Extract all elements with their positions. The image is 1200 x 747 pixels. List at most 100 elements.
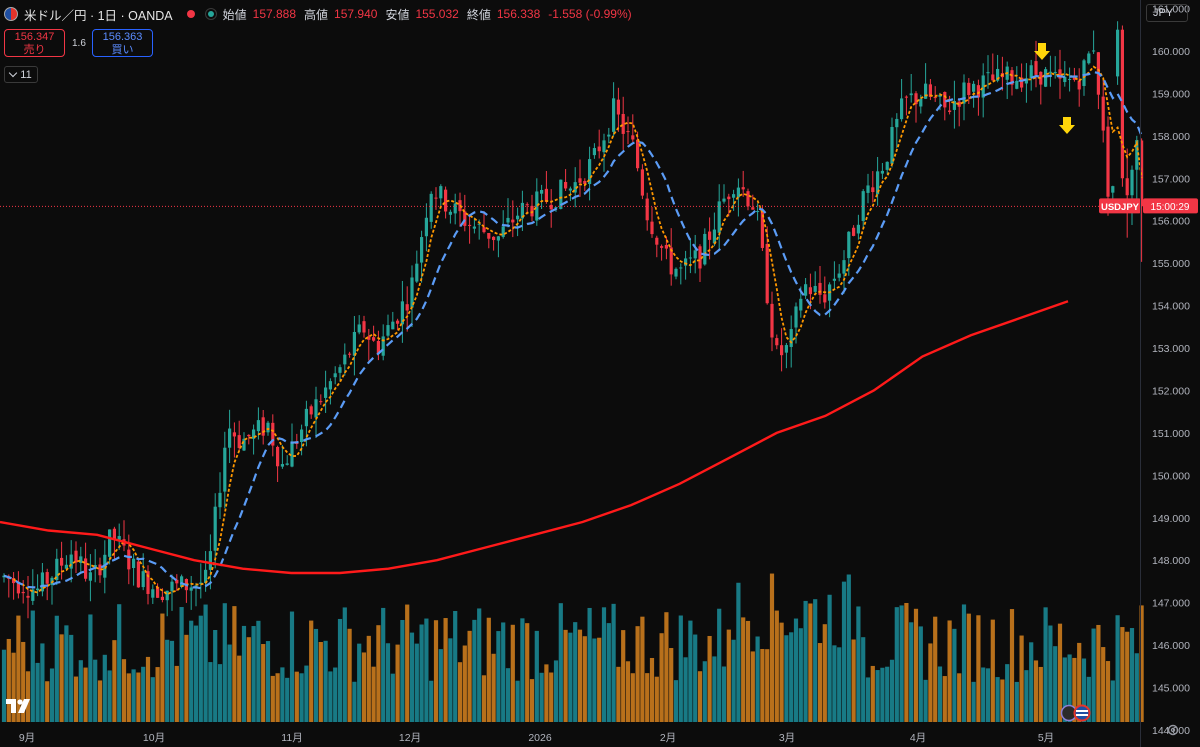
volume-bar <box>400 620 405 722</box>
volume-bar <box>448 638 453 722</box>
volume-bar <box>155 667 160 722</box>
volume-bar <box>501 622 506 722</box>
volume-bar <box>107 670 112 722</box>
gear-icon[interactable] <box>1166 723 1180 737</box>
volume-bar <box>208 662 213 722</box>
volume-bar <box>1096 624 1101 722</box>
buy-button[interactable]: 156.363 買い <box>92 29 153 57</box>
volume-bar <box>203 604 208 722</box>
y-tick-label: 157.000 <box>1152 173 1190 185</box>
y-tick-label: 158.000 <box>1152 131 1190 143</box>
candle-body <box>348 353 352 355</box>
candle-body <box>199 582 203 585</box>
candle-body <box>588 159 592 185</box>
candle-body <box>520 202 524 219</box>
volume-bar <box>616 666 621 722</box>
volume-bar <box>621 630 626 722</box>
candle-body <box>276 446 280 467</box>
volume-bar <box>923 679 928 722</box>
volume-bar <box>990 619 995 722</box>
candle-body <box>362 321 366 333</box>
symbol-title[interactable]: 米ドル／円 · 1日 · OANDA <box>24 8 173 23</box>
candle-body <box>688 257 692 259</box>
candle-body <box>708 231 712 240</box>
volume-bar <box>587 607 592 722</box>
currency-select[interactable]: JPY <box>1146 4 1188 22</box>
volume-bar <box>808 603 813 722</box>
candle-body <box>12 578 16 584</box>
volume-bar <box>904 602 909 722</box>
volume-bar <box>928 643 933 722</box>
volume-bar <box>246 637 251 722</box>
volume-bar <box>534 630 539 722</box>
volume-bar <box>313 628 319 722</box>
candle-body <box>525 204 529 206</box>
x-tick-label: 11月 <box>281 732 302 744</box>
tradingview-logo-icon[interactable] <box>6 697 36 715</box>
candle-body <box>684 258 688 266</box>
candle-body <box>367 336 371 340</box>
volume-bar <box>678 615 683 722</box>
volume-bar <box>1134 653 1139 722</box>
candle-body <box>213 506 217 551</box>
volume-bar <box>299 673 304 722</box>
y-tick-label: 155.000 <box>1152 258 1190 270</box>
candle-body <box>804 284 808 296</box>
x-tick-label: 10月 <box>143 732 165 744</box>
candle-body <box>189 587 193 591</box>
volume-bar <box>145 656 151 722</box>
volume-bar <box>280 667 285 722</box>
candle-body <box>564 182 568 189</box>
volume-bar <box>597 637 602 722</box>
y-tick-label: 146.000 <box>1152 640 1190 652</box>
candle-body <box>453 203 457 214</box>
volume-bar <box>371 666 376 722</box>
volume-bar <box>688 620 693 722</box>
candle-body <box>506 217 510 223</box>
volume-bar <box>193 625 199 722</box>
volume-bar <box>323 640 328 722</box>
volume-bar <box>553 660 559 722</box>
candle-body <box>151 589 155 598</box>
volume-bar <box>251 626 256 722</box>
candle-body <box>1044 69 1048 87</box>
candle-body <box>88 572 92 581</box>
candle-body <box>880 170 884 174</box>
event-flag-icon[interactable] <box>1058 704 1094 722</box>
volume-bar <box>1081 658 1087 722</box>
volume-bar <box>1110 680 1115 722</box>
volume-bar <box>961 604 967 722</box>
candle-body <box>511 219 515 223</box>
candle-body <box>1068 78 1072 80</box>
candle-body <box>424 217 428 237</box>
candle-body <box>914 93 918 105</box>
volume-bar <box>635 626 640 722</box>
volume-bar <box>640 616 645 722</box>
volume-bar <box>73 676 79 722</box>
sell-button[interactable]: 156.347 売り <box>4 29 65 57</box>
data-status-icon[interactable] <box>204 8 217 20</box>
open-label: 始値 <box>222 7 247 22</box>
candle-body <box>218 492 222 508</box>
y-tick-label: 153.000 <box>1152 343 1190 355</box>
volume-bar <box>256 620 261 722</box>
candle-body <box>112 528 116 540</box>
candle-body <box>861 191 865 221</box>
candle-body <box>799 298 803 311</box>
volume-bar <box>760 648 765 722</box>
volume-bar <box>582 636 587 722</box>
volume-bar <box>222 603 227 722</box>
volume-bars <box>1 573 1144 722</box>
volume-bar <box>179 607 184 722</box>
volume-bar <box>237 655 242 722</box>
candle-body <box>1120 29 1124 179</box>
open-value: 157.888 <box>252 7 297 21</box>
y-tick-label: 151.000 <box>1152 428 1190 440</box>
indicators-toggle[interactable]: 11 <box>4 66 38 83</box>
y-tick-label: 161.000 <box>1152 3 1190 15</box>
candle-body <box>976 85 980 98</box>
candle-body <box>650 221 654 235</box>
y-tick-label: 149.000 <box>1152 513 1190 525</box>
candle-body <box>208 551 212 570</box>
